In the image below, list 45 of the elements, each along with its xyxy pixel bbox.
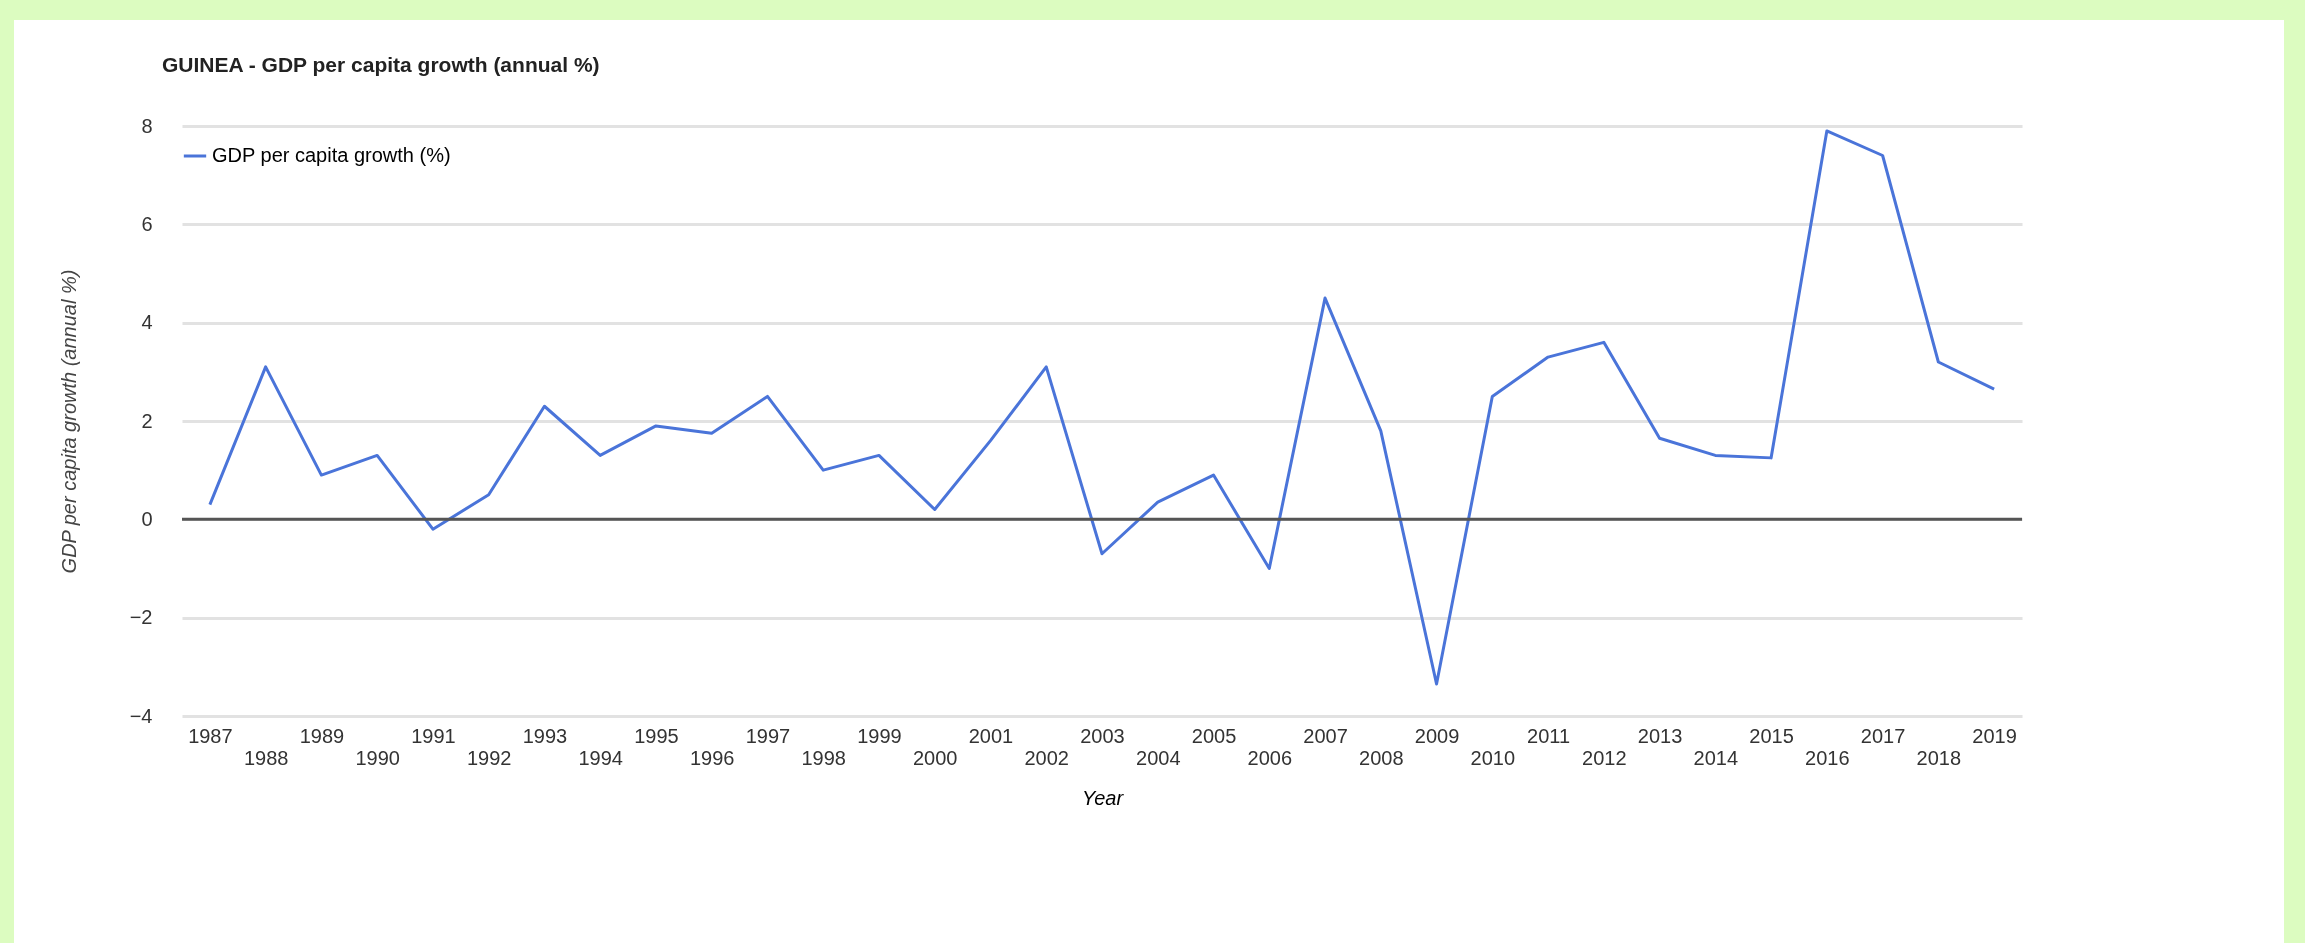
x-tick-label: 2019: [1972, 724, 2017, 747]
x-tick-label: 2007: [1303, 724, 1348, 747]
line-series: [208, 129, 1996, 686]
x-tick-label: 2016: [1805, 746, 1850, 769]
y-tick-label: 6: [141, 212, 153, 235]
x-tick-label: 1998: [801, 746, 846, 769]
y-tick-label: 2: [141, 409, 153, 432]
x-tick-label: 2003: [1080, 724, 1125, 747]
x-tick-label: 2012: [1582, 746, 1627, 769]
x-tick-label: 2009: [1414, 724, 1460, 747]
x-tick-label: 2005: [1191, 724, 1237, 747]
x-tick-label: 1987: [188, 724, 233, 747]
x-tick-label: 1997: [745, 724, 791, 747]
x-tick-label: 2000: [912, 746, 958, 769]
x-tick-label: 2011: [1527, 724, 1571, 747]
x-tick-label: 1996: [689, 746, 735, 769]
x-tick-label: 1999: [857, 724, 902, 747]
x-tick-label: 1988: [243, 746, 289, 769]
legend-label: GDP per capita growth (%): [212, 144, 451, 166]
x-tick-label: 1995: [634, 724, 679, 747]
x-tick-label: 1990: [355, 746, 400, 769]
x-tick-label: 2002: [1024, 746, 1069, 769]
x-tick-label: 2017: [1860, 724, 1906, 747]
x-tick-label: 2004: [1136, 746, 1181, 769]
x-axis-title: Year: [1081, 786, 1125, 809]
x-tick-label: 2001: [968, 724, 1014, 747]
y-tick-label: −2: [129, 606, 153, 629]
x-tick-label: 2014: [1693, 746, 1739, 769]
y-tick-label: 8: [141, 114, 153, 137]
y-tick-label: 4: [141, 311, 153, 334]
x-tick-label: 1994: [578, 746, 623, 769]
x-tick-label: 2010: [1470, 746, 1516, 769]
chart-title: GUINEA - GDP per capita growth (annual %): [162, 53, 600, 76]
x-tick-label: 1989: [299, 724, 345, 747]
y-axis-title: GDP per capita growth (annual %): [57, 269, 80, 574]
x-tick-label: 2008: [1359, 746, 1404, 769]
x-tick-label: 1991: [411, 724, 456, 747]
x-tick-label: 2015: [1749, 724, 1794, 747]
y-tick-label: 0: [141, 507, 153, 530]
x-tick-label: 1993: [522, 724, 568, 747]
x-tick-label: 2013: [1637, 724, 1683, 747]
x-tick-label: 2018: [1916, 746, 1962, 769]
x-tick-label: 2006: [1247, 746, 1293, 769]
x-tick-label: 1992: [466, 746, 512, 769]
y-tick-label: −4: [129, 704, 153, 727]
